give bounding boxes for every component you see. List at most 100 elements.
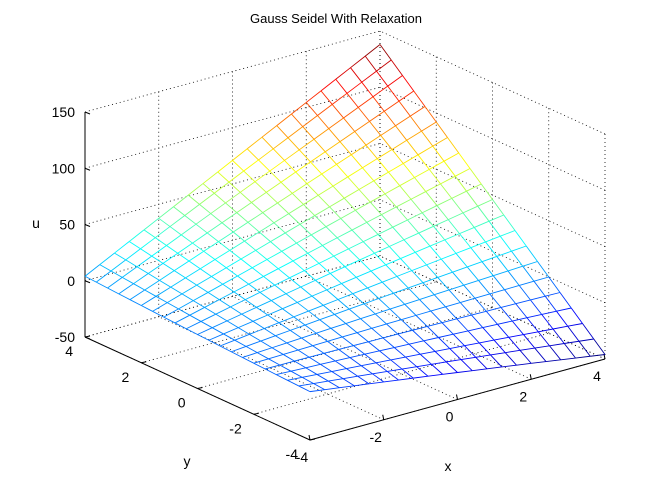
surface-mesh-segment — [255, 249, 268, 260]
surface-mesh-segment — [267, 314, 280, 324]
x-tick-mark — [382, 414, 385, 420]
surface-mesh-segment — [200, 313, 216, 322]
surface-mesh-segment — [485, 241, 498, 257]
surface-mesh-segment — [475, 356, 488, 370]
surface-mesh-segment — [237, 275, 250, 285]
surface-mesh-segment — [278, 316, 294, 324]
surface-mesh-segment — [281, 242, 297, 252]
surface-mesh-segment — [383, 110, 396, 127]
surface-mesh-segment — [448, 289, 461, 303]
surface-mesh-segment — [197, 334, 209, 341]
surface-mesh-segment — [448, 284, 464, 291]
surface-mesh-segment — [485, 235, 501, 243]
surface-mesh-segment — [222, 275, 238, 285]
surface-mesh-segment — [243, 170, 256, 183]
surface-mesh-segment — [337, 293, 353, 300]
surface-mesh-segment — [364, 350, 380, 355]
surface-mesh-segment — [511, 250, 524, 267]
surface-mesh-segment — [549, 343, 565, 347]
surface-mesh-segment — [163, 316, 176, 324]
surface-mesh-segment — [178, 300, 194, 310]
surface-mesh-segment — [284, 232, 297, 244]
x-tick-mark — [456, 394, 458, 400]
surface-mesh-segment — [265, 192, 278, 204]
surface-mesh-segment — [294, 360, 306, 369]
x-tick-label: 4 — [593, 368, 601, 384]
surface-mesh-segment — [188, 250, 204, 262]
surface-mesh-segment — [114, 241, 130, 254]
surface-mesh-segment — [392, 226, 405, 241]
surface-mesh-segment — [446, 359, 462, 363]
surface-mesh-segment — [306, 183, 319, 196]
surface-mesh-segment — [443, 152, 459, 162]
surface-mesh-segment — [141, 295, 157, 306]
surface-mesh-segment — [470, 241, 486, 249]
grid-line-z-back — [84, 199, 381, 282]
surface-mesh-segment — [174, 314, 190, 324]
surface-mesh-segment — [419, 299, 432, 312]
surface-mesh-segment — [285, 293, 298, 303]
surface-mesh-segment — [401, 366, 417, 370]
surface-mesh-segment — [122, 276, 134, 285]
surface-mesh-segment — [261, 136, 274, 150]
surface-mesh-segment — [298, 385, 311, 393]
surface-mesh-segment — [215, 313, 228, 322]
surface-mesh-segment — [349, 303, 365, 310]
surface-mesh-segment — [464, 345, 477, 358]
surface-mesh-segment — [245, 340, 261, 347]
surface-mesh-segment — [282, 302, 298, 310]
surface-mesh-segment — [307, 252, 320, 264]
surface-mesh-segment — [192, 242, 205, 252]
surface-mesh-segment — [125, 259, 138, 268]
surface-mesh-segment — [189, 314, 202, 322]
surface-mesh-segment — [516, 362, 532, 366]
surface-mesh-segment — [444, 239, 457, 254]
surface-mesh-segment — [379, 347, 395, 352]
surface-mesh-segment — [366, 222, 379, 235]
surface-mesh-segment — [469, 168, 482, 185]
surface-mesh-segment — [238, 320, 254, 329]
surface-mesh-segment — [493, 339, 506, 353]
surface-mesh-segment — [379, 350, 392, 361]
surface-mesh-segment — [415, 315, 428, 327]
surface-mesh-segment — [441, 252, 457, 260]
surface-mesh-segment — [302, 115, 318, 127]
surface-mesh-segment — [408, 340, 424, 345]
surface-mesh-segment — [430, 310, 443, 323]
surface-mesh-segment — [376, 59, 392, 72]
surface-mesh-segment — [400, 258, 413, 271]
surface-mesh-segment — [311, 226, 327, 236]
surface-mesh-segment — [305, 363, 321, 369]
surface-mesh-segment — [436, 197, 452, 206]
surface-mesh-segment — [490, 352, 506, 356]
surface-mesh-segment — [263, 276, 276, 286]
surface-mesh-segment — [378, 298, 391, 310]
surface-mesh-segment — [541, 310, 557, 315]
surface-mesh-segment — [493, 336, 509, 341]
surface-mesh-segment — [341, 283, 354, 295]
surface-mesh-segment — [531, 361, 547, 364]
surface-mesh-segment — [333, 248, 349, 257]
surface-mesh-segment — [396, 270, 412, 277]
surface-mesh-segment — [310, 151, 326, 163]
surface-mesh-segment — [234, 339, 247, 347]
surface-mesh-segment — [313, 128, 330, 140]
surface-mesh-segment — [352, 293, 365, 305]
surface-mesh-segment — [244, 240, 257, 251]
surface-mesh-segment — [368, 337, 384, 343]
surface-mesh-segment — [296, 302, 309, 312]
surface-mesh-segment — [208, 333, 224, 341]
surface-mesh-segment — [519, 350, 532, 364]
surface-mesh-segment — [381, 281, 394, 294]
surface-mesh-segment — [336, 237, 349, 250]
surface-mesh-segment — [314, 206, 330, 216]
surface-mesh-segment — [380, 125, 396, 136]
surface-mesh-segment — [288, 204, 304, 214]
surface-mesh-segment — [230, 299, 246, 308]
surface-mesh-segment — [186, 328, 198, 335]
surface-mesh-segment — [84, 275, 97, 283]
surface-mesh-segment — [305, 90, 322, 103]
surface-mesh-segment — [560, 357, 576, 361]
surface-mesh-segment — [391, 139, 407, 150]
surface-mesh-segment — [374, 252, 387, 266]
